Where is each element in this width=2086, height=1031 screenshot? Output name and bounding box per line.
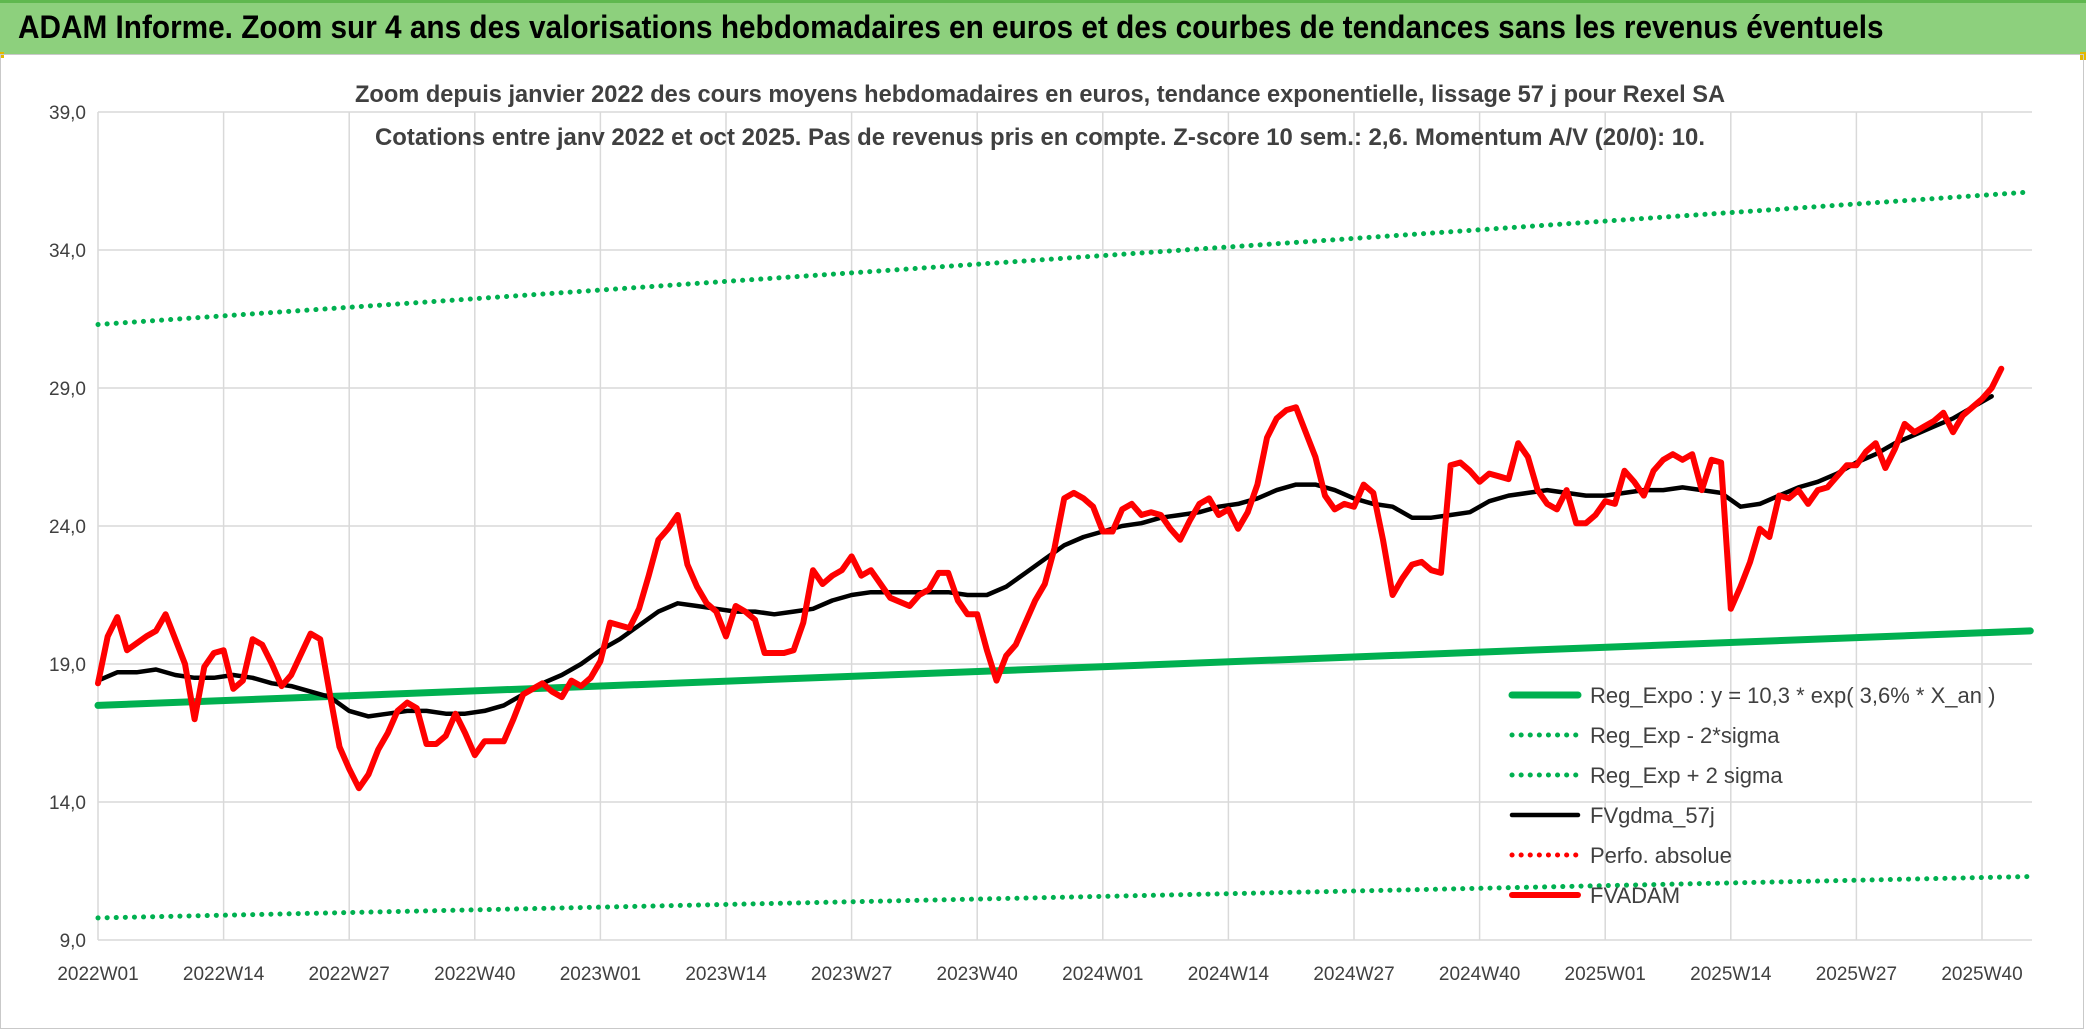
y-tick-label: 19,0 xyxy=(49,655,86,676)
x-tick-label: 2025W27 xyxy=(1816,964,1897,985)
chart-subtitle: Cotations entre janv 2022 et oct 2025. P… xyxy=(375,124,1705,151)
x-tick-label: 2022W14 xyxy=(183,964,265,985)
y-tick-label: 9,0 xyxy=(60,931,86,952)
x-tick-label: 2023W40 xyxy=(937,964,1018,985)
x-tick-label: 2023W14 xyxy=(685,964,767,985)
x-tick-label: 2025W14 xyxy=(1690,964,1772,985)
series-line-fvgdma-57j xyxy=(95,394,1994,719)
x-axis-tick-labels: 2022W01 2022W14 2022W27 2022W40 2023W01 2023W… xyxy=(57,964,2022,985)
x-tick-label: 2024W01 xyxy=(1062,964,1143,985)
series-lines xyxy=(94,189,2034,921)
x-tick-label: 2024W27 xyxy=(1313,964,1394,985)
x-tick-label: 2022W01 xyxy=(57,964,138,985)
y-tick-label: 24,0 xyxy=(49,517,86,538)
x-tick-label: 2023W27 xyxy=(811,964,892,985)
x-tick-label: 2023W01 xyxy=(560,964,641,985)
x-tick-label: 2022W40 xyxy=(434,964,515,985)
chart-title: Zoom depuis janvier 2022 des cours moyen… xyxy=(355,81,1725,108)
series-line-reg-expo-y-10-3-exp-3-6-x-an xyxy=(94,627,2034,709)
corner-accent-left xyxy=(0,52,4,58)
legend-label: Reg_Expo : y = 10,3 * exp( 3,6% * X_an ) xyxy=(1590,683,1995,708)
x-tick-label: 2025W40 xyxy=(1941,964,2022,985)
series-line-reg-exp-2-sigma xyxy=(95,874,2033,921)
x-tick-label: 2022W27 xyxy=(309,964,390,985)
y-tick-label: 39,0 xyxy=(49,103,86,124)
header-banner: ADAM Informe. Zoom sur 4 ans des valoris… xyxy=(0,0,2086,54)
legend-label: FVgdma_57j xyxy=(1590,803,1715,828)
line-chart: Zoom depuis janvier 2022 des cours moyen… xyxy=(49,81,2034,985)
y-tick-label: 34,0 xyxy=(49,241,86,262)
y-tick-label: 29,0 xyxy=(49,379,86,400)
legend-label: Perfo. absolue xyxy=(1590,843,1732,868)
x-tick-label: 2024W40 xyxy=(1439,964,1520,985)
series-line-fvadam xyxy=(95,365,2005,792)
y-axis-tick-labels: 9,0 14,0 19,0 24,0 29,0 34,0 39,0 xyxy=(49,103,86,952)
x-tick-label: 2025W01 xyxy=(1565,964,1646,985)
legend-label: Reg_Exp - 2*sigma xyxy=(1590,723,1780,748)
legend-label: Reg_Exp + 2 sigma xyxy=(1590,763,1783,788)
y-tick-label: 14,0 xyxy=(49,793,86,814)
series-line-reg-exp-2-sigma xyxy=(95,189,2033,327)
legend-label: FVADAM xyxy=(1590,883,1680,908)
page-title: ADAM Informe. Zoom sur 4 ans des valoris… xyxy=(18,9,1884,45)
gridlines xyxy=(97,111,2032,941)
x-tick-label: 2024W14 xyxy=(1188,964,1270,985)
legend: Reg_Expo : y = 10,3 * exp( 3,6% * X_an )… xyxy=(1508,683,1995,908)
